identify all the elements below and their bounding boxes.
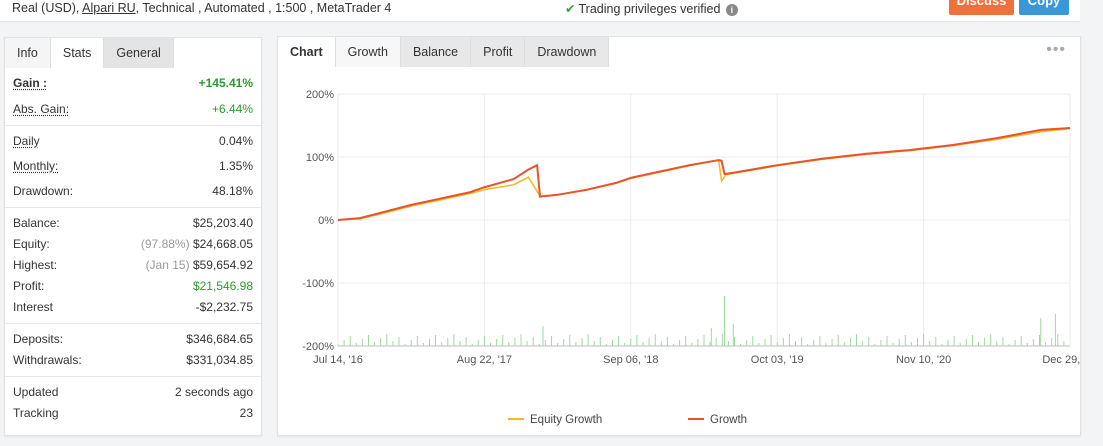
tab-growth[interactable]: Growth: [335, 37, 401, 67]
divider: [5, 323, 261, 324]
stat-label: Updated: [13, 385, 59, 399]
account-info-bar: Real (USD), Alpari RU, Technical , Autom…: [0, 0, 1080, 22]
stat-value: -$2,232.75: [195, 300, 253, 314]
tab-general[interactable]: General: [104, 38, 174, 68]
stat-value: +145.41%: [198, 76, 253, 90]
legend-label[interactable]: Equity Growth: [530, 414, 602, 426]
stat-highest: Highest: (Jan 15) $59,654.92: [5, 255, 261, 276]
y-tick-label: -200%: [302, 341, 334, 353]
stat-value: 23: [239, 406, 253, 420]
legend-label[interactable]: Growth: [710, 414, 747, 426]
tab-info[interactable]: Info: [5, 38, 51, 68]
stat-value: (Jan 15) $59,654.92: [146, 258, 253, 272]
x-tick-label: Nov 10, '20: [896, 354, 951, 366]
series-line-equity-growth: [337, 127, 1071, 221]
stat-equity: Equity: (97.88%) $24,668.05: [5, 234, 261, 255]
y-tick-label: 0%: [318, 215, 334, 227]
stat-value: 48.18%: [212, 184, 253, 198]
check-icon: ✔: [565, 2, 576, 16]
stat-label: Tracking: [13, 406, 59, 420]
account-details: , Technical , Automated , 1:500 , MetaTr…: [135, 1, 392, 15]
stat-amount: $59,654.92: [192, 258, 253, 272]
stat-label: Deposits:: [13, 332, 64, 346]
tab-chart[interactable]: Chart: [278, 37, 336, 67]
stat-daily: Daily 0.04%: [5, 131, 261, 152]
stat-note: (97.88%): [140, 237, 190, 251]
account-type: Real (USD),: [12, 1, 80, 15]
stat-value: $331,034.85: [186, 353, 253, 367]
stat-abs-gain: Abs. Gain: +6.44%: [5, 99, 261, 120]
stat-label: Equity:: [13, 237, 50, 251]
account-info: Real (USD), Alpari RU, Technical , Autom…: [12, 1, 391, 15]
stat-label: Balance:: [13, 216, 60, 230]
stat-value: (97.88%) $24,668.05: [141, 237, 253, 251]
stat-label: Profit:: [13, 279, 45, 293]
stat-label[interactable]: Gain :: [13, 76, 48, 90]
stat-label[interactable]: Daily: [13, 134, 40, 148]
tab-drawdown[interactable]: Drawdown: [525, 37, 610, 67]
broker-link[interactable]: Alpari RU: [82, 1, 136, 15]
x-tick-label: Dec 29, '21: [1042, 354, 1082, 366]
stat-value: 1.35%: [218, 159, 253, 173]
stat-label: Interest: [13, 300, 54, 314]
stat-gain: Gain : +145.41%: [5, 73, 261, 94]
divider: [5, 125, 261, 126]
left-tabs: Info Stats General: [5, 38, 174, 68]
stats-panel: Info Stats General Gain : +145.41% Abs. …: [4, 37, 262, 436]
stat-deposits: Deposits: $346,684.65: [5, 329, 261, 350]
stat-balance: Balance: $25,203.40: [5, 213, 261, 234]
stat-amount: $24,668.05: [192, 237, 253, 251]
stat-label[interactable]: Abs. Gain:: [13, 102, 70, 116]
stat-value: 2 seconds ago: [174, 385, 253, 399]
growth-chart: 200% 100% 0% -100% -200%Jul 14, '16 Aug 22, '…: [302, 89, 1082, 426]
stat-label: Highest:: [13, 258, 58, 272]
y-tick-label: 100%: [306, 152, 334, 164]
stat-updated: Updated 2 seconds ago: [5, 382, 261, 403]
stat-monthly: Monthly: 1.35%: [5, 156, 261, 177]
x-tick-label: Jul 14, '16: [313, 354, 363, 366]
tab-stats[interactable]: Stats: [50, 38, 105, 68]
verified-text: Trading privileges verified: [578, 2, 721, 16]
divider: [5, 207, 261, 208]
stat-value: $21,546.98: [192, 279, 253, 293]
stat-drawdown: Drawdown: 48.18%: [5, 181, 261, 202]
divider: [5, 376, 261, 377]
verification-status: ✔ Trading privileges verified i: [565, 1, 738, 16]
tab-balance[interactable]: Balance: [400, 37, 472, 67]
tab-profit[interactable]: Profit: [471, 37, 526, 67]
x-tick-label: Aug 22, '17: [457, 354, 512, 366]
stat-tracking: Tracking 23: [5, 403, 261, 424]
more-options-icon[interactable]: •••: [1046, 41, 1066, 58]
copy-button[interactable]: Copy: [1019, 0, 1069, 15]
stat-label: Drawdown:: [13, 184, 74, 198]
stats-list: Gain : +145.41% Abs. Gain: +6.44% Daily …: [5, 69, 261, 424]
stat-value: +6.44%: [211, 102, 253, 116]
chart-tabs: Chart Growth Balance Profit Drawdown: [278, 37, 610, 67]
stat-value: $25,203.40: [192, 216, 253, 230]
y-tick-label: 200%: [306, 89, 334, 101]
series-line-growth: [337, 127, 1071, 221]
stat-interest: Interest -$2,232.75: [5, 297, 261, 318]
stat-value: $346,684.65: [186, 332, 253, 346]
stat-value: 0.04%: [218, 134, 253, 148]
stat-label: Withdrawals:: [13, 353, 82, 367]
x-tick-label: Oct 03, '19: [751, 354, 804, 366]
stat-withdrawals: Withdrawals: $331,034.85: [5, 350, 261, 371]
stat-label[interactable]: Monthly:: [13, 159, 59, 173]
discuss-button[interactable]: Discuss: [949, 0, 1014, 15]
info-icon[interactable]: i: [725, 3, 738, 16]
stat-note: (Jan 15): [145, 258, 190, 272]
chart-panel: Chart Growth Balance Profit Drawdown •••…: [277, 36, 1082, 436]
stat-profit: Profit: $21,546.98: [5, 276, 261, 297]
x-tick-label: Sep 06, '18: [603, 354, 658, 366]
y-tick-label: -100%: [302, 278, 334, 290]
